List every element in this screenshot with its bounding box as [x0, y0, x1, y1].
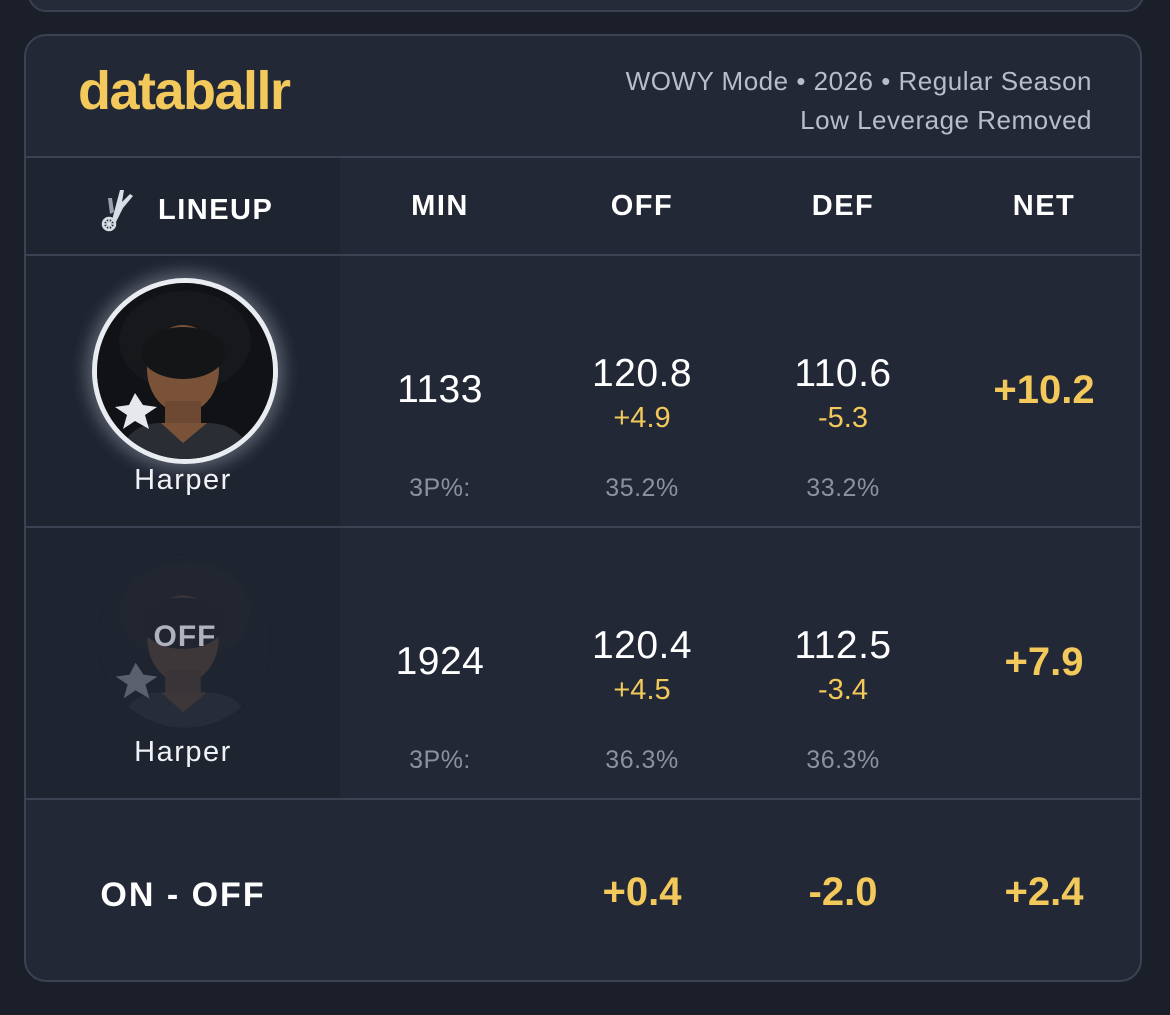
player-name-off: Harper	[134, 736, 232, 768]
card-header: databallr WOWY Mode • 2026 • Regular Sea…	[26, 36, 1140, 158]
lineup-row-off: OFF Harper 1924 120.4 +4.5 112.5 -3.4 +7…	[26, 528, 1140, 800]
player-avatar-off[interactable]: OFF	[98, 554, 272, 728]
off-badge: OFF	[153, 620, 217, 653]
min-value-off: 1924	[395, 640, 485, 683]
filter-line-1: WOWY Mode • 2026 • Regular Season	[625, 66, 1092, 96]
lineup-header[interactable]: LINEUP	[158, 193, 274, 226]
def-rating-on: 110.6	[794, 352, 892, 395]
min-header[interactable]: MIN	[411, 190, 469, 222]
net-rating-on: +10.2	[993, 368, 1095, 412]
off-header[interactable]: OFF	[610, 190, 674, 222]
net-rating-off: +7.9	[1004, 640, 1084, 684]
summary-def: -2.0	[808, 870, 878, 914]
threep-off-on: 35.2%	[605, 474, 679, 502]
lineup-row-on: Harper 1133 120.8 +4.9 110.6 -5.3 +10.2 …	[26, 256, 1140, 528]
summary-net: +2.4	[1004, 870, 1084, 914]
databallr-logo: databallr	[78, 61, 291, 121]
on-off-summary-row: ON - OFF +0.4 -2.0 +2.4	[26, 800, 1140, 980]
player-photo	[97, 283, 273, 459]
off-rating-off: 120.4	[591, 624, 693, 667]
off-rating-on: 120.8	[591, 352, 693, 395]
min-value-on: 1133	[397, 368, 483, 411]
def-delta-on: -5.3	[818, 402, 868, 434]
net-header[interactable]: NET	[1012, 190, 1076, 222]
lineup-header-cell: LINEUP	[26, 158, 340, 254]
off-delta-on: +4.9	[613, 402, 671, 434]
player-name-on: Harper	[134, 464, 232, 496]
summary-off: +0.4	[602, 870, 682, 914]
def-header[interactable]: DEF	[811, 190, 875, 222]
summary-label: ON - OFF	[100, 876, 266, 914]
def-delta-off: -3.4	[818, 674, 868, 706]
threep-off-off: 36.3%	[605, 746, 679, 774]
threep-label-on: 3P%:	[409, 474, 471, 502]
filter-summary: WOWY Mode • 2026 • Regular Season Low Le…	[626, 62, 1092, 140]
filter-line-2: Low Leverage Removed	[800, 105, 1092, 135]
player-cell-off: OFF Harper	[26, 528, 340, 798]
wowy-card: databallr WOWY Mode • 2026 • Regular Sea…	[24, 34, 1142, 982]
threep-def-on: 33.2%	[806, 474, 880, 502]
column-header-row: LINEUP MIN OFF DEF NET	[26, 158, 1140, 256]
player-avatar-on[interactable]	[92, 278, 278, 464]
off-delta-off: +4.5	[613, 674, 671, 706]
previous-card-edge	[28, 0, 1144, 12]
spurs-logo-icon	[101, 190, 133, 232]
def-rating-off: 112.5	[794, 624, 892, 667]
player-cell-on: Harper	[26, 256, 340, 526]
threep-def-off: 36.3%	[806, 746, 880, 774]
threep-label-off: 3P%:	[409, 746, 471, 774]
